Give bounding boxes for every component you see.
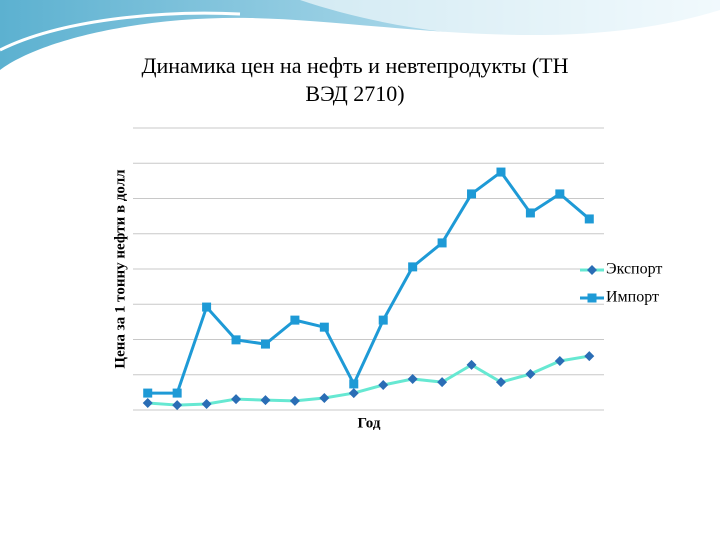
data-point [584,351,595,362]
data-point [289,395,300,406]
data-point [437,238,447,248]
data-point [467,189,477,199]
data-point [466,359,477,370]
chart-title: Динамика цен на нефть и невтепродукты (Т… [141,53,568,78]
data-point [584,214,594,224]
data-point [378,315,388,325]
data-point [407,373,418,384]
data-point [202,302,212,312]
series-line [147,170,591,395]
decor-line [0,11,241,52]
data-point [201,399,212,410]
data-point [555,189,565,199]
data-point [231,335,241,345]
data-point [172,400,183,411]
series-line [147,354,590,407]
data-point [231,394,242,405]
data-point [495,377,506,388]
data-point [319,393,330,404]
data-point [172,388,182,398]
data-point [260,339,270,349]
data-point [525,369,536,380]
data-point [348,388,359,399]
data-point [290,315,300,325]
x-axis-label: Год [358,415,381,431]
data-point [525,208,535,218]
data-point [408,262,418,272]
data-point [143,388,153,398]
legend-label: Экспорт [606,261,662,278]
legend-marker [587,265,597,275]
legend-label: Импорт [606,289,659,306]
data-point [554,356,565,367]
legend-marker [587,293,597,303]
data-point [142,397,153,408]
data-point [437,377,448,388]
data-point [319,322,329,332]
data-point [378,379,389,390]
decor-swoosh [300,0,720,38]
y-axis-label: Цена за 1 тонну нефти в долл [112,169,128,369]
data-point [496,167,506,177]
data-point [349,379,359,389]
data-point [260,395,271,406]
chart-title: ВЭД 2710) [305,81,404,106]
